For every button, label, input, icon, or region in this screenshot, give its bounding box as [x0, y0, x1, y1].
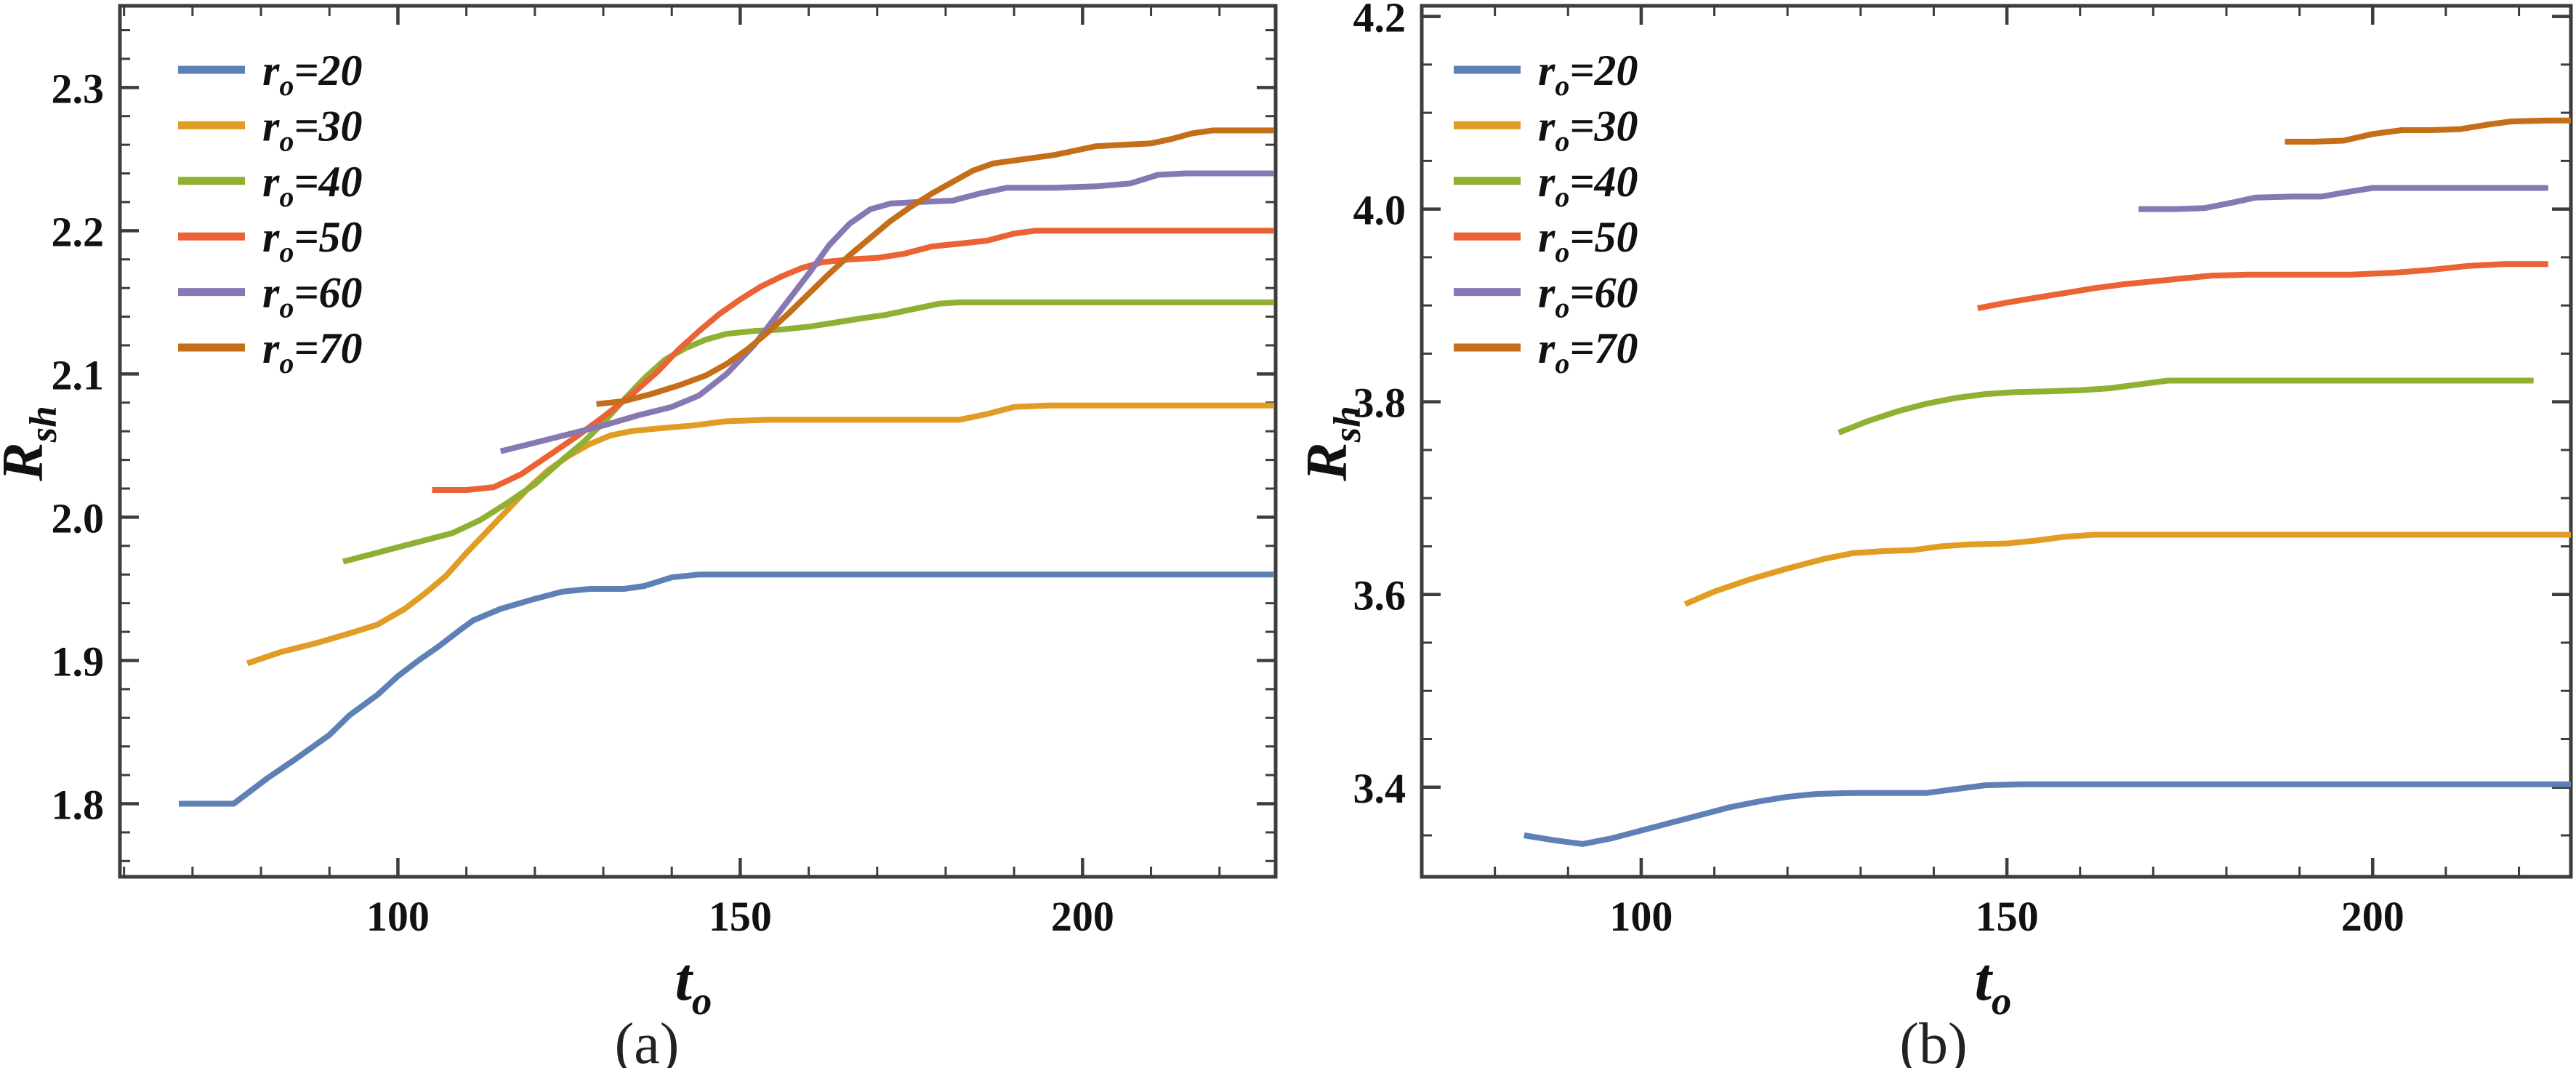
- panel-a-y-tick-label-1.9: 1.9: [52, 638, 105, 685]
- panel-a-legend-item-50: ro=50: [178, 213, 363, 268]
- panel-b-curve-ro-40: [1838, 377, 2534, 435]
- legend-label: ro=50: [262, 213, 363, 268]
- panel-b-legend-item-60: ro=60: [1454, 269, 1638, 324]
- legend-label: ro=60: [1538, 269, 1638, 324]
- panel-a-curve-ro-60: [499, 170, 1275, 454]
- panel-a-y-tick-label-2.2: 2.2: [52, 208, 105, 255]
- panel-b-legend-item-20: ro=20: [1454, 47, 1638, 102]
- legend-label: ro=30: [262, 102, 363, 157]
- panel-a-y-tick-label-2.0: 2.0: [52, 494, 105, 542]
- panel-b-ticks: [1420, 6, 2571, 877]
- legend-label: ro=70: [262, 324, 363, 380]
- panel-a-y-tick-label-1.8: 1.8: [52, 782, 105, 829]
- panel-b-x-axis-label: to: [1975, 946, 2012, 1023]
- panel-a-x-tick-label-200: 200: [1051, 893, 1114, 940]
- panel-a-legend-item-30: ro=30: [178, 102, 363, 157]
- panel-b-y-tick-label-3.4: 3.4: [1353, 765, 1406, 812]
- panel-a-curve-ro-40: [342, 299, 1275, 565]
- panel-b-y-tick-label-3.8: 3.8: [1353, 380, 1406, 427]
- panel-b-y-tick-label-3.6: 3.6: [1353, 572, 1406, 619]
- panel-a-y-tick-label-2.3: 2.3: [52, 65, 105, 112]
- panel-b-curve-ro-20: [1524, 781, 2571, 847]
- panel-b-legend-item-50: ro=50: [1454, 213, 1638, 268]
- panel-b-x-tick-label-100: 100: [1609, 893, 1673, 940]
- panel-b-y-tick-label-4.2: 4.2: [1353, 0, 1406, 41]
- panel-b-x-tick-label-150: 150: [1976, 893, 2039, 940]
- panel-a-legend-item-70: ro=70: [178, 324, 363, 380]
- panel-a-y-axis-label: Rsh: [0, 406, 65, 481]
- panel-a-caption: (a): [615, 1012, 680, 1068]
- panel-b-curve-ro-50: [1977, 261, 2548, 312]
- panel-b-group: 100 150 2003.43.63.84.04.2toRsh(b)ro=20ro=…: [1295, 0, 2573, 1068]
- panel-a-curve-ro-30: [246, 402, 1275, 667]
- legend-label: ro=20: [262, 47, 363, 102]
- panel-b-y-axis-label: Rsh: [1295, 406, 1369, 481]
- panel-b-frame: [1420, 4, 2573, 879]
- panel-b-curve-ro-30: [1683, 531, 2571, 607]
- legend-label: ro=20: [1538, 47, 1638, 102]
- legend-label: ro=40: [1538, 158, 1638, 213]
- legend-label: ro=40: [262, 158, 363, 213]
- panel-b-legend-item-30: ro=30: [1454, 102, 1638, 157]
- panel-b-legend-item-70: ro=70: [1454, 324, 1638, 380]
- panel-a-curve-ro-70: [596, 127, 1275, 407]
- panel-a-x-axis-label: to: [675, 946, 712, 1023]
- legend-label: ro=50: [1538, 213, 1638, 268]
- panel-a-curve-ro-50: [432, 228, 1275, 493]
- panel-b-curves: [1524, 117, 2571, 847]
- panel-b-caption: (b): [1899, 1012, 1967, 1068]
- panel-a-x-tick-label-150: 150: [709, 893, 772, 940]
- panel-a-legend-item-60: ro=60: [178, 269, 363, 324]
- legend-label: ro=70: [1538, 324, 1638, 380]
- panel-a-curve-ro-20: [179, 571, 1275, 807]
- legend-label: ro=30: [1538, 102, 1638, 157]
- panel-a-x-tick-label-100: 100: [366, 893, 430, 940]
- panel-a-legend-item-20: ro=20: [178, 47, 363, 102]
- panel-a-frame: [118, 4, 1278, 879]
- panel-a-curves: [179, 127, 1275, 807]
- panel-b-curve-ro-70: [2285, 117, 2571, 145]
- panel-b-y-tick-label-4.0: 4.0: [1353, 187, 1406, 234]
- legend-label: ro=60: [262, 269, 363, 324]
- panel-a-y-tick-label-2.1: 2.1: [52, 351, 105, 398]
- panel-b-x-tick-label-200: 200: [2341, 893, 2404, 940]
- panel-b-legend-item-40: ro=40: [1454, 158, 1638, 213]
- panel-a-group: 100 150 200 1.8 1.9 2.0 2.1 2.2 2.3 to Rsh (a) ro=20…: [0, 4, 1278, 1068]
- panel-b-curve-ro-60: [2138, 185, 2548, 212]
- panel-a-legend-item-40: ro=40: [178, 158, 363, 213]
